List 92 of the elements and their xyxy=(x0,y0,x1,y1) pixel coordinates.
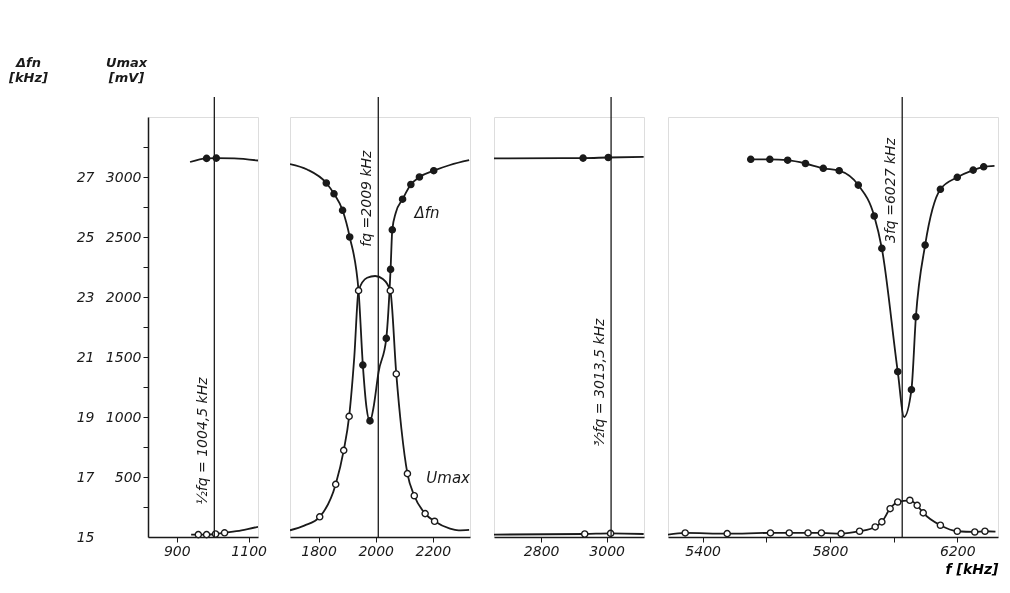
point xyxy=(421,509,429,518)
x-tick-label: 2000 xyxy=(358,542,395,559)
point xyxy=(969,166,977,174)
y-tick-label: 23 xyxy=(76,288,95,305)
point xyxy=(919,509,927,517)
point xyxy=(354,286,363,295)
point xyxy=(410,491,419,500)
x-tick-label: 5400 xyxy=(685,542,722,559)
x-tick-label: 3000 xyxy=(589,542,626,559)
point xyxy=(331,480,340,489)
point xyxy=(392,370,401,378)
point xyxy=(886,504,894,513)
point xyxy=(386,286,395,295)
point xyxy=(315,513,324,521)
series-label: Umax xyxy=(426,468,471,487)
point xyxy=(893,498,902,506)
point xyxy=(871,523,879,531)
y-axis-title: Δfn [kHz] xyxy=(8,54,49,85)
point xyxy=(681,529,689,537)
point xyxy=(407,180,415,189)
y-tick-label: 19 xyxy=(76,408,95,425)
y2-tick-label: 2500 xyxy=(105,228,142,245)
y2-tick-label: 500 xyxy=(114,468,142,485)
point xyxy=(339,446,348,455)
point xyxy=(953,173,962,182)
point xyxy=(388,226,397,234)
x-tick-label: 900 xyxy=(163,542,191,559)
point xyxy=(338,206,347,215)
y-tick-label: 25 xyxy=(76,228,95,245)
point xyxy=(345,233,354,241)
y-tick-label: 21 xyxy=(76,348,95,365)
y2-axis-title: Umax [mV] xyxy=(105,54,148,85)
point xyxy=(785,529,794,537)
point xyxy=(837,529,845,538)
point xyxy=(382,334,391,343)
y2-tick-label: 3000 xyxy=(105,168,142,185)
ref-line-label: 3fq =6027 kHz xyxy=(882,137,899,243)
point xyxy=(936,185,945,194)
x-tick-label: 6200 xyxy=(939,542,976,559)
y-tick-label: 15 xyxy=(76,528,95,545)
x-tick-label: 1800 xyxy=(301,542,337,559)
point xyxy=(870,212,878,220)
point xyxy=(979,163,988,171)
point xyxy=(398,195,407,203)
x-axis-title: f [kHz] xyxy=(945,560,1000,577)
ref-line-label: ½fq = 1004,5 kHz xyxy=(194,376,211,505)
point xyxy=(766,155,774,164)
point xyxy=(981,527,989,536)
point xyxy=(878,244,886,253)
point xyxy=(817,529,826,537)
point xyxy=(430,517,439,526)
x-tick-label: 2800 xyxy=(523,542,560,559)
point xyxy=(936,521,945,530)
point xyxy=(359,361,367,369)
point xyxy=(766,529,775,537)
point xyxy=(783,156,792,164)
ref-line-label: ³⁄₂fq = 3013,5 kHz xyxy=(591,317,608,447)
y-tick-label: 27 xyxy=(76,168,95,185)
point xyxy=(855,527,864,536)
y2-tick-label: 1000 xyxy=(105,408,142,425)
point xyxy=(913,501,921,510)
point xyxy=(854,181,863,189)
point xyxy=(330,190,338,198)
point xyxy=(429,166,438,175)
point xyxy=(386,265,395,274)
point xyxy=(893,367,902,376)
x-tick-label: 2200 xyxy=(415,542,452,559)
point xyxy=(322,179,331,187)
point xyxy=(746,155,755,164)
x-tick-label: 5800 xyxy=(812,542,849,559)
series-label: Δfn xyxy=(413,204,440,223)
point xyxy=(415,173,424,181)
point xyxy=(907,385,916,394)
point xyxy=(921,241,929,249)
y-tick-label: 17 xyxy=(76,468,95,485)
point xyxy=(953,527,962,536)
point xyxy=(723,529,731,538)
point xyxy=(912,313,920,321)
y2-tick-label: 2000 xyxy=(105,288,142,305)
ref-line-label: fq =2009 kHz xyxy=(358,149,375,247)
point xyxy=(403,469,412,478)
point xyxy=(878,518,886,526)
point xyxy=(835,166,843,175)
point xyxy=(366,417,374,425)
y2-tick-label: 1500 xyxy=(105,348,142,365)
point xyxy=(345,412,353,421)
point xyxy=(804,529,812,537)
point xyxy=(801,159,810,168)
point xyxy=(906,496,914,505)
x-tick-label: 1100 xyxy=(231,542,268,559)
point xyxy=(819,164,828,173)
point xyxy=(970,528,979,536)
